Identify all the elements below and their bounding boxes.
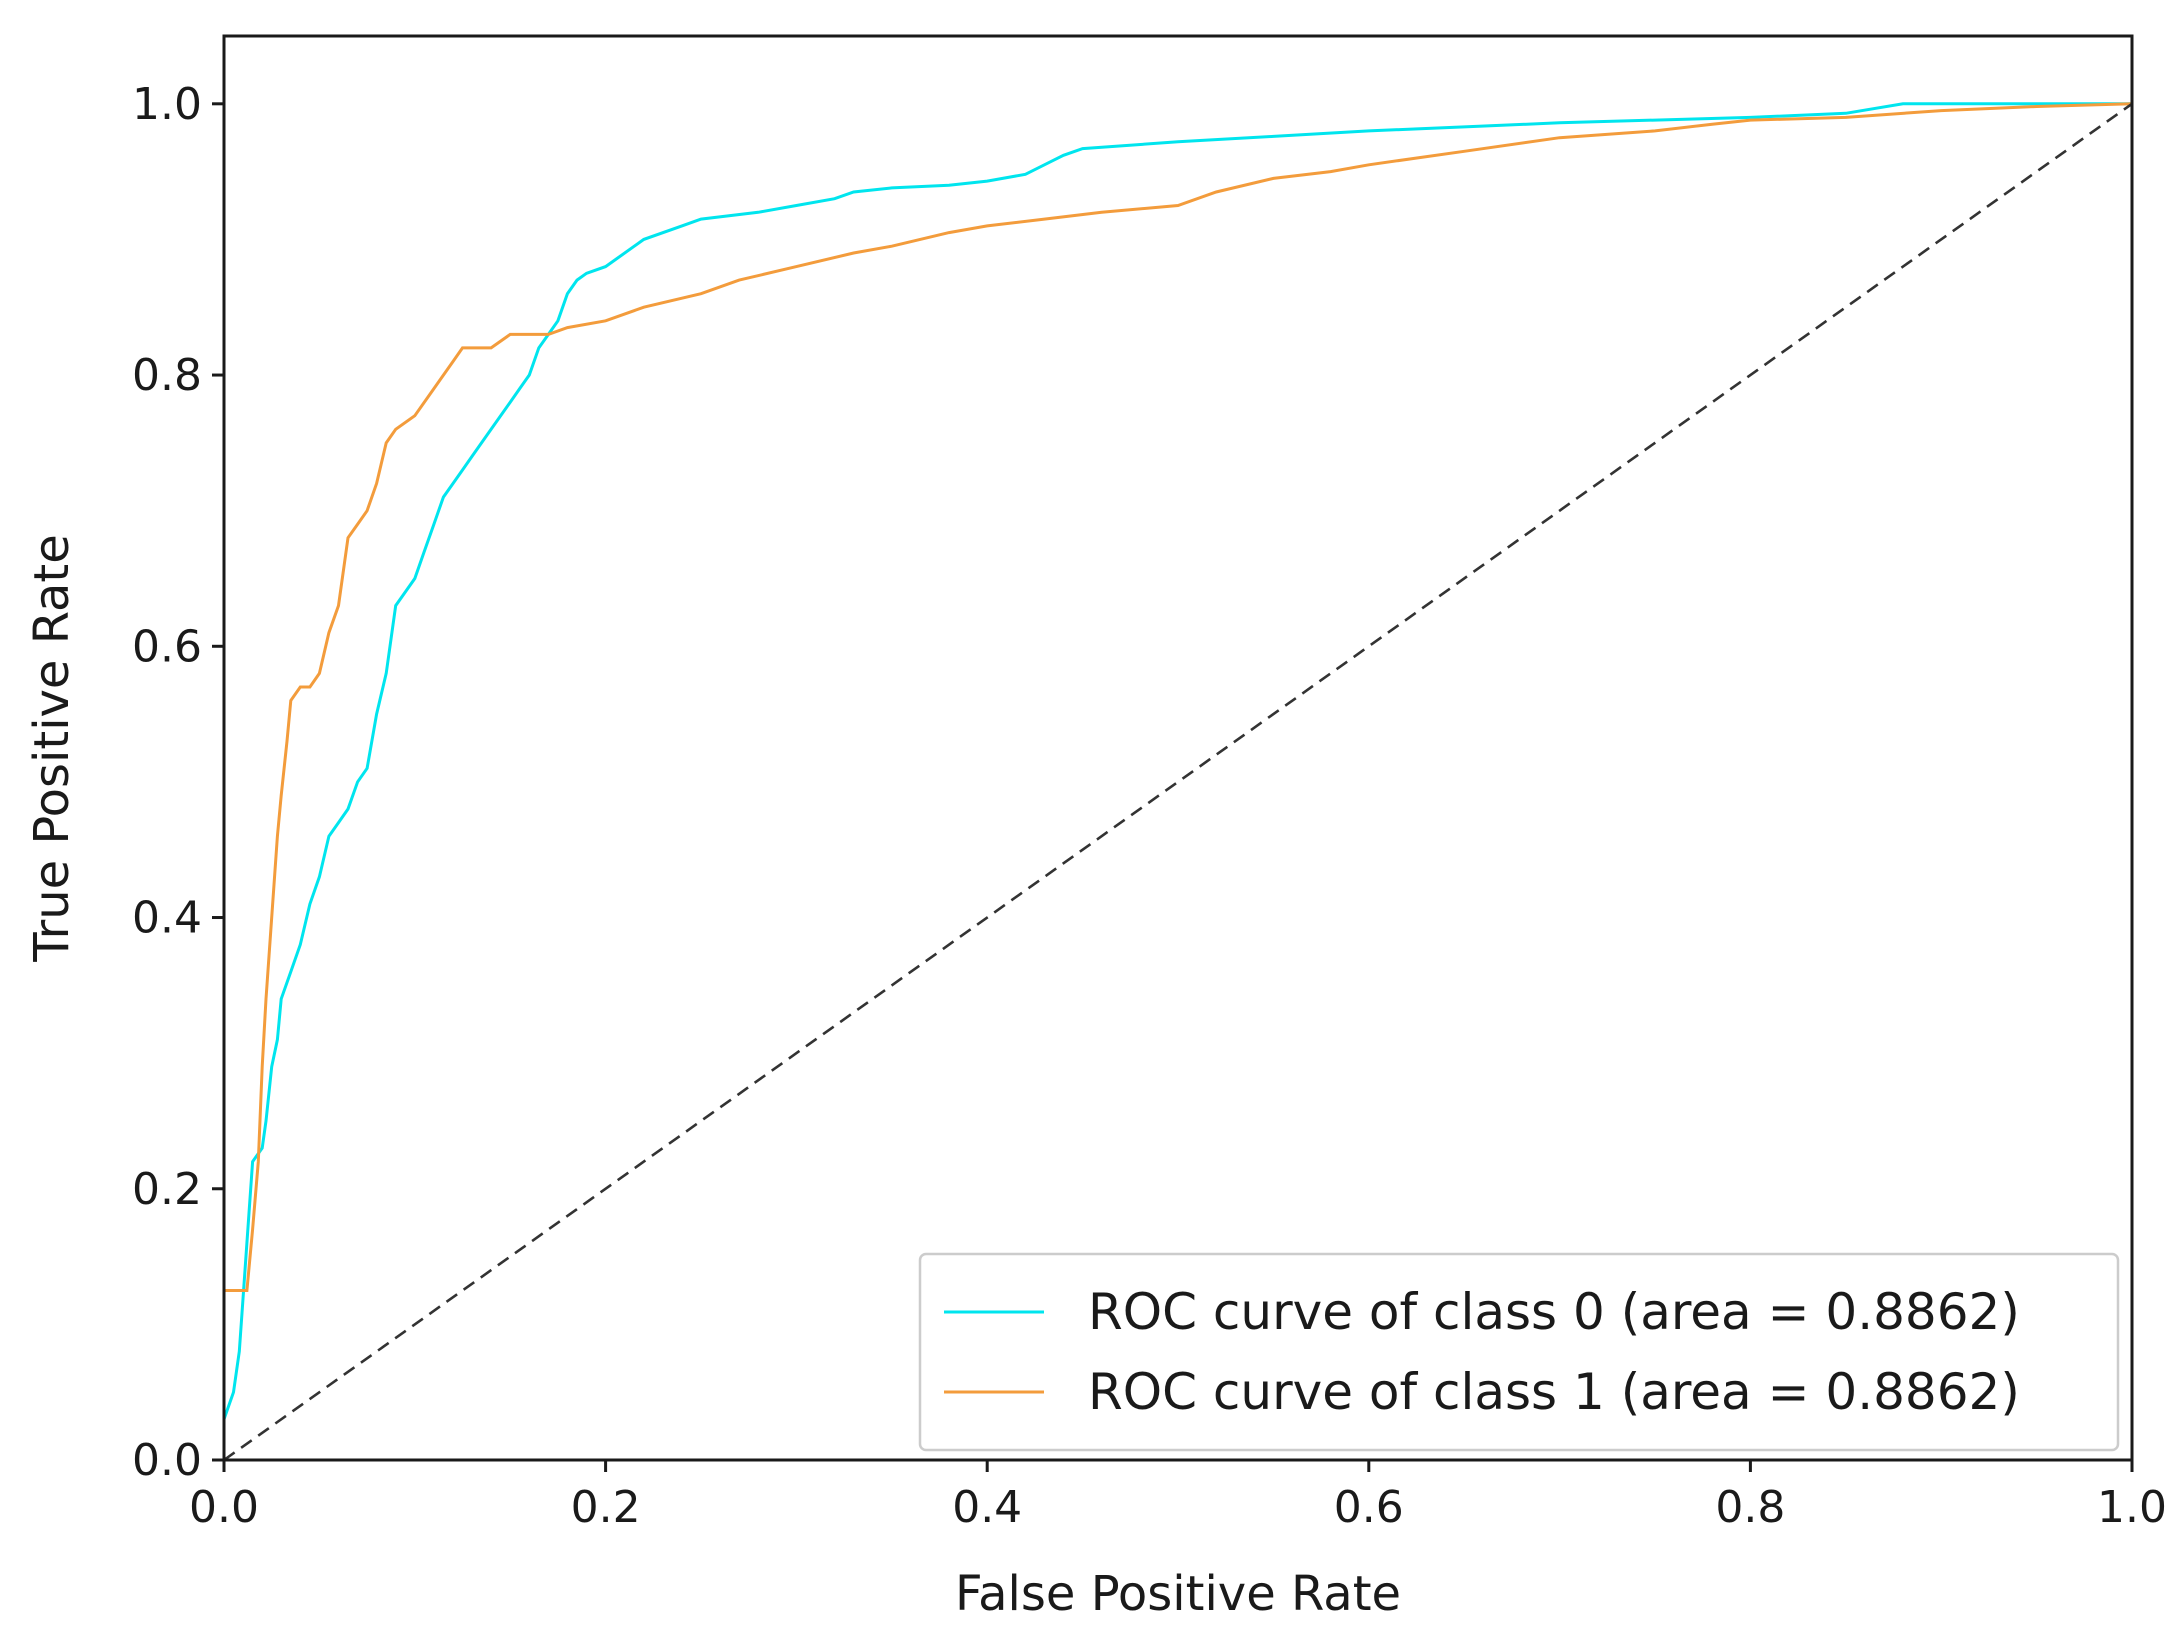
legend: ROC curve of class 0 (area = 0.8862) ROC…: [918, 1252, 2120, 1452]
roc-curve-class-0: [222, 102, 2132, 1460]
x-tick-label: 0.0: [189, 1482, 259, 1533]
legend-label-class-0: ROC curve of class 0 (area = 0.8862): [1088, 1283, 2020, 1341]
y-tick-label: 1.0: [132, 79, 202, 130]
x-tick-label: 0.8: [1715, 1482, 1785, 1533]
x-tick-label: 0.2: [571, 1482, 641, 1533]
legend-box: [918, 1252, 2120, 1452]
x-tick-label: 0.4: [952, 1482, 1022, 1533]
legend-label-class-1: ROC curve of class 1 (area = 0.8862): [1088, 1363, 2020, 1421]
plot-lines: [222, 102, 2133, 1462]
y-axis-label: True Positive Rate: [24, 534, 80, 963]
y-tick-label: 0.4: [132, 893, 202, 944]
x-axis-label: False Positive Rate: [955, 1566, 1401, 1622]
y-tick-label: 0.6: [132, 621, 202, 672]
roc-curve-class-1: [222, 102, 2133, 1460]
plot-frame: [222, 34, 2134, 1462]
y-tick-label: 0.2: [132, 1164, 202, 1215]
chance-diagonal-line: [223, 102, 2133, 1462]
y-axis-ticks: 0.0 0.2 0.4 0.6 0.8 1.0: [132, 79, 224, 1486]
x-tick-label: 1.0: [2097, 1482, 2167, 1533]
x-axis-ticks: 0.0 0.2 0.4 0.6 0.8 1.0: [189, 1460, 2167, 1533]
x-tick-label: 0.6: [1334, 1482, 1404, 1533]
y-tick-label: 0.8: [132, 350, 202, 401]
y-tick-label: 0.0: [132, 1435, 202, 1486]
